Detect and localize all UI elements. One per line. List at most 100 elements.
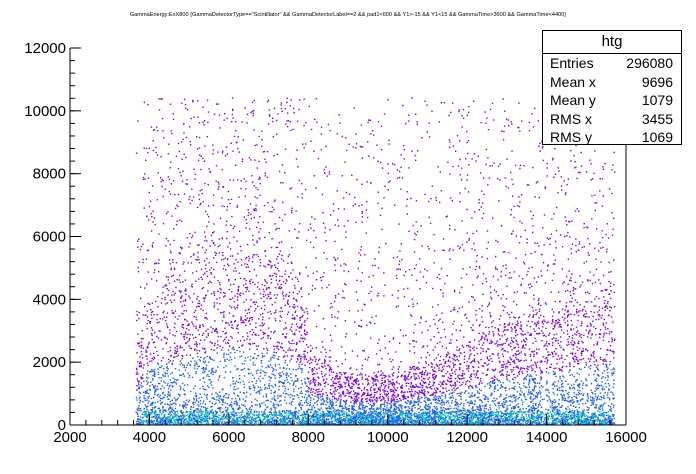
scatter-point (160, 302, 163, 304)
scatter-point (270, 389, 272, 392)
scatter-point (339, 402, 342, 405)
scatter-point (550, 363, 553, 365)
scatter-point (514, 362, 516, 364)
scatter-point (560, 346, 562, 349)
scatter-point (299, 356, 301, 358)
scatter-point (556, 411, 558, 414)
scatter-point (259, 386, 262, 389)
scatter-point (516, 334, 519, 336)
scatter-point (456, 358, 458, 361)
scatter-point (232, 297, 234, 299)
scatter-point (296, 378, 299, 380)
scatter-point (274, 375, 276, 377)
scatter-point (246, 286, 248, 289)
scatter-point (496, 340, 498, 342)
scatter-point (418, 400, 420, 402)
scatter-point (173, 381, 175, 384)
scatter-point (380, 400, 382, 402)
scatter-point (574, 360, 576, 362)
scatter-point (267, 406, 269, 408)
scatter-point (551, 322, 553, 325)
scatter-point (180, 301, 182, 303)
scatter-point (268, 423, 270, 426)
scatter-point (519, 327, 521, 329)
scatter-point (532, 364, 534, 366)
scatter-point (400, 386, 403, 388)
scatter-point (391, 395, 393, 397)
scatter-point (281, 275, 283, 278)
scatter-point (554, 381, 556, 383)
scatter-point (277, 417, 279, 419)
scatter-point (196, 298, 198, 300)
scatter-point (337, 385, 340, 388)
scatter-point (249, 416, 252, 418)
scatter-point (256, 286, 259, 288)
scatter-point (405, 385, 408, 387)
scatter-point (560, 357, 562, 359)
scatter-point (345, 401, 347, 403)
scatter-point (607, 416, 610, 419)
scatter-point (592, 320, 594, 322)
scatter-point (387, 385, 390, 388)
scatter-point (261, 402, 263, 405)
scatter-point (502, 364, 504, 366)
scatter-point (518, 386, 521, 388)
scatter-point (509, 395, 512, 397)
scatter-point (223, 418, 225, 420)
scatter-point (490, 411, 493, 413)
scatter-point (454, 382, 456, 384)
scatter-point (268, 366, 271, 368)
scatter-point (588, 407, 590, 409)
scatter-point (233, 386, 236, 388)
scatter-point (221, 422, 223, 424)
scatter-point (421, 374, 423, 376)
scatter-point (176, 348, 178, 350)
scatter-point (439, 355, 442, 358)
scatter-point (582, 382, 584, 384)
scatter-point (545, 342, 548, 345)
scatter-point (370, 399, 372, 401)
scatter-point (301, 338, 304, 340)
scatter-point (405, 423, 407, 426)
scatter-point (509, 400, 512, 402)
scatter-point (569, 301, 571, 303)
scatter-point (555, 320, 558, 322)
scatter-point (533, 328, 535, 330)
scatter-point (457, 375, 459, 377)
scatter-point (551, 400, 554, 402)
scatter-point (172, 385, 174, 387)
scatter-point (575, 379, 577, 381)
scatter-point (250, 422, 252, 424)
scatter-point (157, 388, 159, 391)
scatter-point (147, 343, 150, 345)
scatter-point (292, 368, 294, 371)
scatter-point (316, 372, 319, 374)
scatter-point (223, 354, 225, 356)
scatter-point (548, 398, 551, 400)
scatter-point (517, 415, 519, 417)
scatter-point (557, 339, 559, 342)
scatter-point (196, 343, 198, 346)
scatter-point (227, 397, 229, 399)
scatter-point (163, 368, 165, 370)
scatter-point (186, 364, 189, 366)
scatter-point (369, 408, 371, 411)
scatter-point (331, 420, 333, 422)
scatter-point (297, 394, 299, 397)
scatter-point (555, 367, 557, 369)
scatter-point (285, 279, 288, 281)
scatter-point (538, 402, 541, 404)
scatter-point (448, 407, 450, 410)
scatter-point (188, 337, 191, 340)
scatter-point (382, 398, 384, 400)
scatter-point (510, 337, 513, 339)
scatter-point (254, 303, 256, 306)
scatter-point (299, 326, 301, 328)
scatter-point (527, 384, 530, 386)
scatter-point (532, 389, 534, 391)
scatter-point (519, 352, 521, 354)
scatter-point (525, 413, 527, 416)
scatter-point (491, 341, 494, 343)
scatter-point (421, 384, 423, 387)
scatter-point (487, 383, 489, 385)
